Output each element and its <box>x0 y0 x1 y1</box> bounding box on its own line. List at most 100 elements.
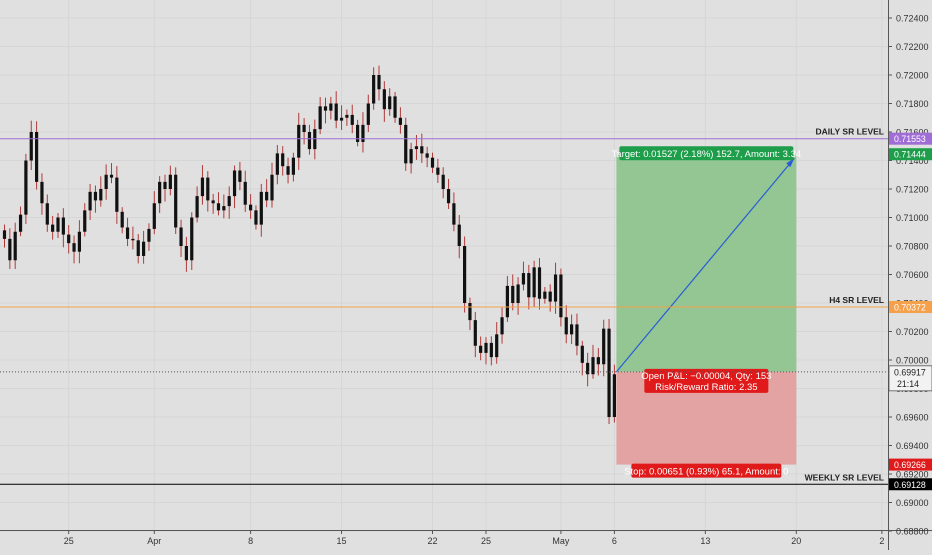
candle[interactable] <box>297 112 301 170</box>
candle[interactable] <box>511 274 515 311</box>
candle[interactable] <box>56 213 60 239</box>
candle[interactable] <box>72 235 76 264</box>
candles-layer[interactable] <box>2 65 616 424</box>
candle[interactable] <box>77 220 81 264</box>
candle[interactable] <box>222 194 226 219</box>
candle[interactable] <box>500 307 504 344</box>
candle[interactable] <box>18 206 23 237</box>
candle[interactable] <box>270 162 274 208</box>
candle[interactable] <box>602 319 606 377</box>
candle[interactable] <box>441 167 445 199</box>
candle[interactable] <box>99 176 103 207</box>
candle[interactable] <box>93 185 98 213</box>
candle[interactable] <box>216 192 221 216</box>
candle[interactable] <box>61 208 65 248</box>
candle[interactable] <box>537 258 542 310</box>
candle[interactable] <box>286 157 290 184</box>
candle[interactable] <box>40 173 44 215</box>
candle[interactable] <box>543 286 547 304</box>
candle[interactable] <box>238 161 242 191</box>
candle[interactable] <box>211 193 215 214</box>
candle[interactable] <box>350 104 354 134</box>
candle[interactable] <box>190 212 194 270</box>
candle[interactable] <box>249 194 253 219</box>
candle[interactable] <box>527 264 531 310</box>
candle[interactable] <box>200 165 205 205</box>
candle[interactable] <box>489 336 493 366</box>
candle[interactable] <box>125 217 130 247</box>
candle[interactable] <box>425 146 429 168</box>
candle[interactable] <box>232 165 237 209</box>
candle[interactable] <box>254 205 258 230</box>
candle[interactable] <box>195 186 199 223</box>
candle[interactable] <box>436 158 440 183</box>
candle[interactable] <box>409 142 413 174</box>
candle[interactable] <box>463 236 467 313</box>
candle[interactable] <box>147 223 151 251</box>
candle[interactable] <box>227 186 231 219</box>
candle[interactable] <box>468 297 472 331</box>
candle[interactable] <box>484 337 488 365</box>
candle[interactable] <box>495 322 499 364</box>
candle[interactable] <box>372 67 376 110</box>
candle[interactable] <box>291 152 295 182</box>
candle[interactable] <box>339 105 344 130</box>
candle[interactable] <box>206 171 210 212</box>
candle[interactable] <box>179 219 183 257</box>
h4-level-price-tag-box[interactable] <box>889 300 932 313</box>
candle[interactable] <box>586 352 590 387</box>
candle[interactable] <box>382 81 386 122</box>
candle[interactable] <box>243 170 247 212</box>
candle[interactable] <box>398 107 402 134</box>
daily-level-price-tag-box[interactable] <box>889 132 932 145</box>
candle[interactable] <box>275 144 279 185</box>
candle[interactable] <box>83 203 87 237</box>
candle[interactable] <box>388 88 392 116</box>
candle[interactable] <box>136 234 140 264</box>
candle[interactable] <box>329 96 333 120</box>
candle[interactable] <box>393 92 397 123</box>
candle[interactable] <box>516 277 520 315</box>
candle[interactable] <box>361 112 365 153</box>
candle[interactable] <box>323 97 328 124</box>
candle[interactable] <box>120 207 124 234</box>
candle[interactable] <box>377 65 381 101</box>
candle[interactable] <box>612 364 616 423</box>
candle[interactable] <box>131 226 135 250</box>
position-layer[interactable]: Target: 0.01527 (2.18%) 152.7, Amount: 3… <box>0 146 888 478</box>
candle[interactable] <box>174 167 178 234</box>
candle[interactable] <box>356 119 360 147</box>
candle[interactable] <box>184 236 188 272</box>
candle[interactable] <box>366 94 370 132</box>
candle[interactable] <box>24 153 28 224</box>
candle[interactable] <box>446 178 451 210</box>
candle[interactable] <box>318 96 322 135</box>
candle[interactable] <box>591 344 595 379</box>
candle[interactable] <box>302 118 306 145</box>
candle[interactable] <box>570 314 574 345</box>
weekly-level-price-tag-box[interactable] <box>889 478 932 491</box>
candle[interactable] <box>35 121 39 190</box>
candle[interactable] <box>51 215 55 240</box>
candle[interactable] <box>580 340 584 376</box>
candle[interactable] <box>259 183 263 237</box>
candle[interactable] <box>67 225 71 254</box>
candle[interactable] <box>88 183 92 221</box>
target-price-tag-box[interactable] <box>889 148 932 161</box>
levels-layer[interactable]: DAILY SR LEVEL H4 SR LEVEL WEEKLY SR LEVEL <box>0 127 888 485</box>
candle[interactable] <box>404 117 408 171</box>
candle[interactable] <box>29 120 33 171</box>
candle[interactable] <box>596 347 600 376</box>
candle[interactable] <box>473 311 477 358</box>
candle[interactable] <box>281 146 285 176</box>
candle[interactable] <box>168 165 172 196</box>
candle[interactable] <box>158 176 162 213</box>
candle[interactable] <box>457 215 461 259</box>
candle[interactable] <box>307 124 312 155</box>
candle[interactable] <box>115 166 119 224</box>
stop-price-tag-box[interactable] <box>889 458 932 471</box>
candle[interactable] <box>163 174 167 202</box>
candle[interactable] <box>265 179 269 208</box>
